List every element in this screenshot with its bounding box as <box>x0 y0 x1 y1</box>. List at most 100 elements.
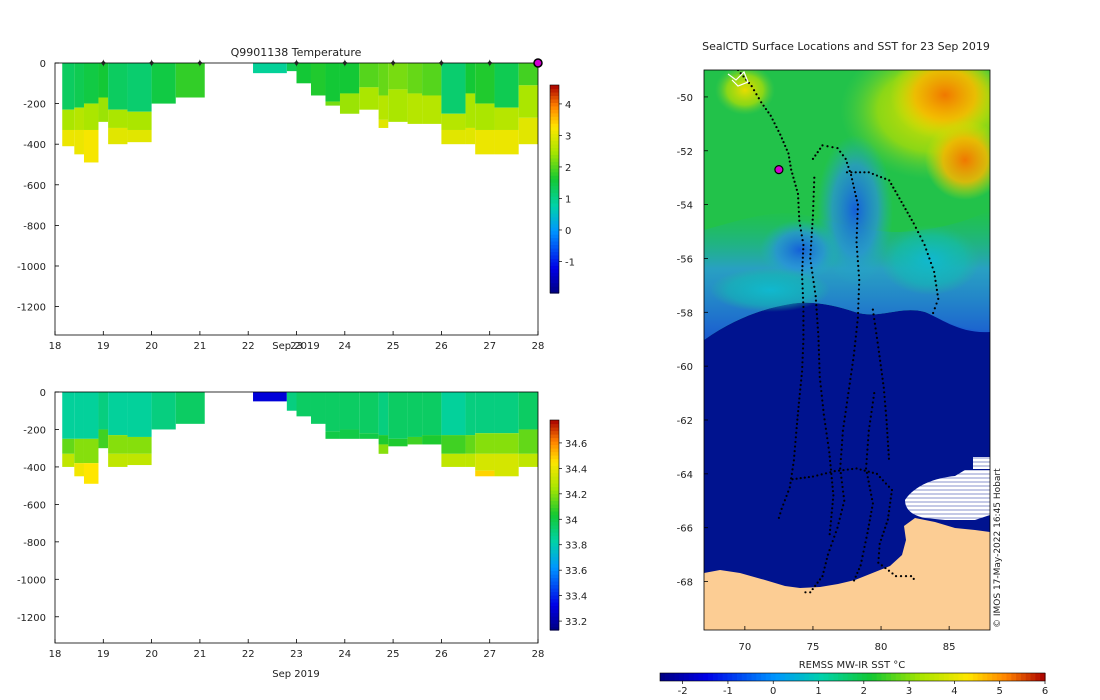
track-point <box>866 448 869 451</box>
temperature-colorbar-segment <box>550 289 559 294</box>
salinity-x-tick-label: 19 <box>97 649 110 660</box>
salinity-colorbar-segment <box>550 486 559 491</box>
sst-cyan-patch-east <box>880 225 980 295</box>
track-point <box>785 148 788 151</box>
temperature-colorbar-segment <box>550 161 559 166</box>
sst-colorbar-tick-label: 3 <box>906 686 912 697</box>
sst-colorbar-segment <box>741 673 748 681</box>
salinity-y-tick-label: -600 <box>23 500 46 511</box>
track-point <box>782 503 785 506</box>
temperature-y-tick-label: -400 <box>23 140 46 151</box>
track-point <box>811 475 815 478</box>
track-point <box>801 356 804 359</box>
track-point <box>876 341 879 344</box>
track-point <box>785 494 788 498</box>
track-point <box>839 467 842 470</box>
track-point <box>811 587 814 591</box>
track-point <box>795 422 799 425</box>
track-point <box>886 440 889 443</box>
track-point <box>869 489 872 492</box>
track-point <box>828 549 831 552</box>
track-point <box>822 413 825 416</box>
track-point <box>801 256 804 259</box>
track-point <box>848 169 851 173</box>
sst-colorbar-segment <box>833 673 839 681</box>
track-point <box>871 406 874 409</box>
salinity-cell <box>98 392 109 430</box>
track-point <box>823 418 826 421</box>
track-point <box>782 141 785 144</box>
salinity-cell <box>518 429 538 454</box>
temperature-colorbar-segment <box>550 130 559 135</box>
track-point <box>793 180 796 183</box>
track-point <box>884 405 887 408</box>
track-point <box>822 570 825 573</box>
track-point <box>796 418 799 421</box>
temperature-x-tick-label: 24 <box>338 341 351 352</box>
track-point <box>831 540 834 543</box>
track-point <box>807 475 810 479</box>
track-point <box>882 382 885 385</box>
salinity-colorbar-segment <box>550 500 559 505</box>
salinity-cell <box>127 392 152 437</box>
sst-warm-eddy <box>925 120 990 200</box>
track-point <box>836 526 839 529</box>
track-point <box>867 434 870 437</box>
salinity-colorbar-segment <box>550 532 559 537</box>
salinity-y-tick-label: -200 <box>23 425 46 436</box>
track-point <box>777 516 781 519</box>
track-point <box>801 239 804 242</box>
temperature-cell <box>325 63 340 102</box>
salinity-cell <box>127 453 152 466</box>
sst-colorbar-segment <box>664 673 671 681</box>
salinity-cell <box>475 392 495 434</box>
track-point <box>783 499 786 502</box>
track-point <box>877 561 880 564</box>
temperature-colorbar-tick-label: 4 <box>565 100 571 111</box>
temperature-cell <box>465 127 476 145</box>
track-point <box>826 441 830 444</box>
track-point <box>854 335 857 338</box>
salinity-colorbar-segment <box>550 490 559 495</box>
track-point <box>890 488 894 492</box>
temperature-cell <box>378 63 389 96</box>
temperature-colorbar-segment <box>550 206 559 211</box>
track-point <box>830 544 833 547</box>
track-point <box>824 422 827 426</box>
sea-ice-fringe <box>973 457 990 469</box>
track-point <box>797 410 800 413</box>
temperature-colorbar-segment <box>550 112 559 117</box>
track-point <box>797 210 800 213</box>
salinity-cell <box>422 392 442 436</box>
track-point <box>878 475 882 479</box>
track-point <box>840 476 843 479</box>
track-point <box>885 414 888 417</box>
sst-colorbar-segment <box>939 673 945 681</box>
track-point <box>887 485 891 488</box>
temperature-colorbar-segment <box>550 286 559 291</box>
track-point <box>884 177 887 180</box>
sst-colorbar-tick-label: 2 <box>861 686 867 697</box>
sst-colorbar-tick-label: 5 <box>997 686 1003 697</box>
track-point <box>784 144 787 148</box>
track-point <box>811 157 815 160</box>
sst-colorbar-segment <box>1006 673 1012 681</box>
salinity-colorbar-segment <box>550 465 559 470</box>
track-point <box>885 423 888 426</box>
track-point <box>877 350 881 353</box>
sst-colorbar-segment <box>996 673 1003 681</box>
track-point <box>816 581 819 584</box>
track-point <box>829 464 832 467</box>
track-point <box>814 299 818 302</box>
track-point <box>929 261 933 265</box>
track-point <box>909 575 913 578</box>
temperature-cell <box>475 63 495 104</box>
track-point <box>870 410 873 414</box>
track-point <box>883 395 886 399</box>
surfacing-markers: ✦ ✦ ✦ ✦ ✦ ✦ ✦ ✦ <box>99 57 543 70</box>
salinity-cell <box>441 392 466 436</box>
temperature-colorbar-tick-label: -1 <box>565 257 575 268</box>
temperature-colorbar-segment <box>550 199 559 204</box>
temperature-cell <box>339 63 360 94</box>
sst-colorbar-segment <box>684 673 690 681</box>
